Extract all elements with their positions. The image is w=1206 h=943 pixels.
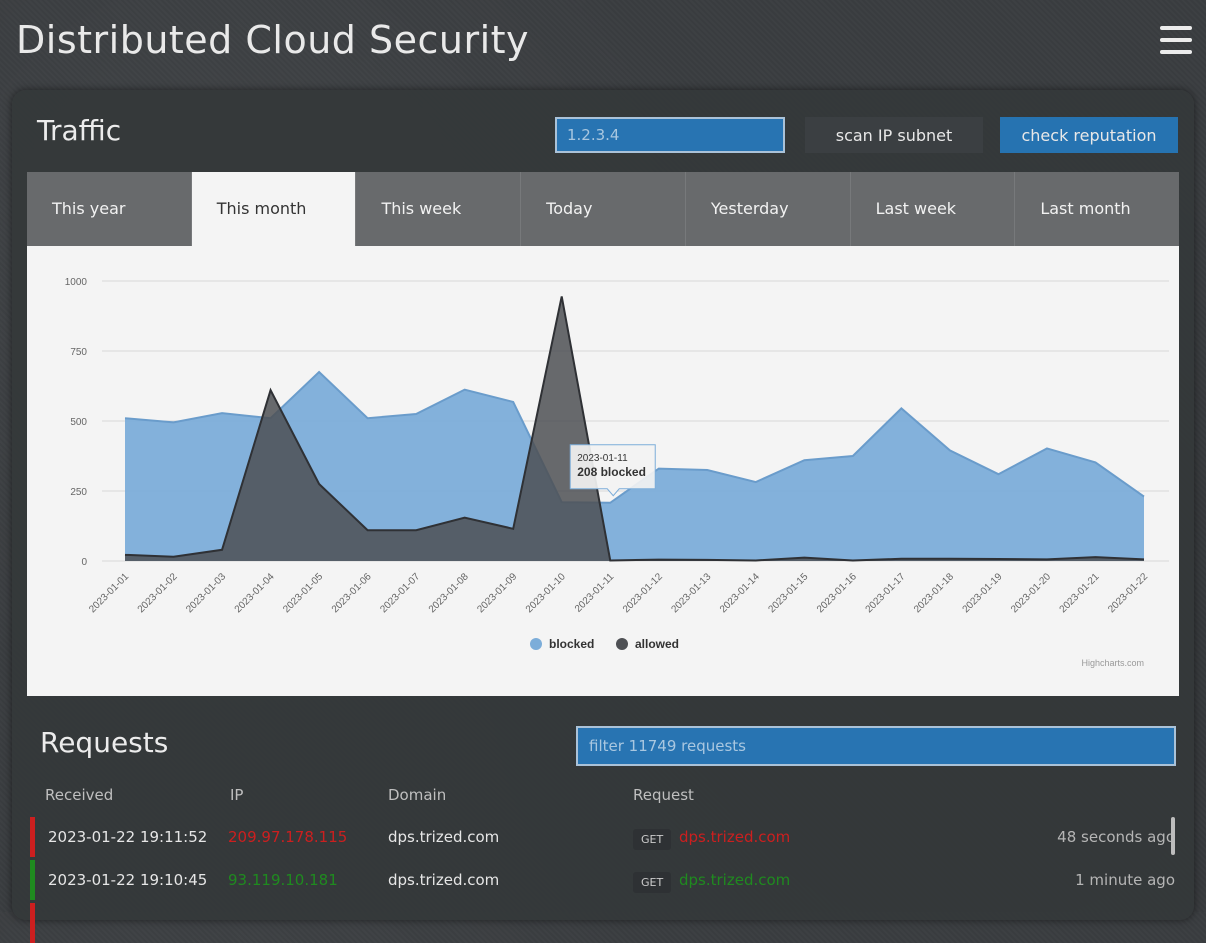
x-tick-label: 2023-01-15 — [767, 571, 811, 615]
chart-credit: Highcharts.com — [1081, 658, 1144, 668]
tab-this-month[interactable]: This month — [192, 172, 357, 246]
filter-requests-input[interactable] — [576, 726, 1176, 766]
x-tick-label: 2023-01-16 — [815, 571, 859, 615]
status-bar — [30, 860, 35, 900]
requests-title: Requests — [40, 726, 168, 759]
domain-cell: dps.trized.com — [388, 828, 499, 846]
x-tick-label: 2023-01-19 — [961, 571, 1005, 615]
x-tick-label: 2023-01-18 — [912, 571, 956, 615]
x-tick-label: 2023-01-12 — [621, 571, 665, 615]
request-url[interactable]: dps.trized.com — [679, 871, 790, 889]
method-badge: GET — [633, 829, 671, 850]
x-tick-label: 2023-01-05 — [281, 571, 325, 615]
x-tick-label: 2023-01-01 — [87, 571, 131, 615]
x-tick-label: 2023-01-10 — [524, 571, 568, 615]
tab-last-month[interactable]: Last month — [1015, 172, 1179, 246]
x-tick-label: 2023-01-11 — [573, 571, 617, 615]
time-ago: 48 seconds ago — [1057, 828, 1175, 846]
domain-cell: dps.trized.com — [388, 871, 499, 889]
tab-this-week[interactable]: This week — [356, 172, 521, 246]
x-tick-label: 2023-01-07 — [378, 571, 422, 615]
time-ago: 1 minute ago — [1075, 871, 1175, 889]
legend-marker-allowed — [616, 638, 628, 650]
app-title: Distributed Cloud Security — [16, 18, 529, 62]
x-tick-label: 2023-01-09 — [475, 571, 519, 615]
legend-label-blocked[interactable]: blocked — [549, 637, 594, 651]
check-reputation-button[interactable]: check reputation — [1000, 117, 1178, 153]
request-url[interactable]: dps.trized.com — [679, 828, 790, 846]
status-bar — [30, 903, 35, 943]
x-tick-label: 2023-01-20 — [1009, 571, 1053, 615]
table-scrollbar[interactable] — [1171, 817, 1175, 855]
ip-cell[interactable]: 209.97.178.115 — [228, 828, 347, 846]
menu-icon[interactable] — [1160, 26, 1192, 58]
x-tick-label: 2023-01-06 — [330, 571, 374, 615]
x-tick-label: 2023-01-02 — [136, 571, 180, 615]
y-tick-label: 0 — [81, 557, 87, 568]
table-row[interactable]: 2023-01-22 19:10:45 93.119.10.181 dps.tr… — [30, 860, 1175, 900]
x-tick-label: 2023-01-21 — [1058, 571, 1102, 615]
y-tick-label: 250 — [70, 487, 87, 498]
x-tick-label: 2023-01-03 — [184, 571, 228, 615]
y-tick-label: 500 — [70, 417, 87, 428]
tab-today[interactable]: Today — [521, 172, 686, 246]
received-cell: 2023-01-22 19:10:45 — [48, 871, 207, 889]
legend-marker-blocked — [530, 638, 542, 650]
x-tick-label: 2023-01-13 — [669, 571, 713, 615]
y-tick-label: 1000 — [65, 277, 88, 288]
x-tick-label: 2023-01-22 — [1106, 571, 1150, 615]
ip-cell[interactable]: 93.119.10.181 — [228, 871, 338, 889]
traffic-title: Traffic — [37, 114, 121, 147]
ip-input[interactable] — [555, 117, 785, 153]
table-row[interactable]: 2023-01-22 19:11:52 209.97.178.115 dps.t… — [30, 817, 1175, 857]
legend-label-allowed[interactable]: allowed — [635, 637, 679, 651]
scan-subnet-button[interactable]: scan IP subnet — [805, 117, 983, 153]
tooltip-value: 208 blocked — [577, 465, 646, 479]
main-panel: Traffic scan IP subnet check reputation … — [12, 90, 1194, 920]
tab-last-week[interactable]: Last week — [851, 172, 1016, 246]
method-badge: GET — [633, 872, 671, 893]
x-tick-label: 2023-01-04 — [233, 571, 277, 615]
x-tick-label: 2023-01-14 — [718, 571, 762, 615]
x-tick-label: 2023-01-08 — [427, 571, 471, 615]
column-header-domain[interactable]: Domain — [388, 786, 446, 804]
column-header-request[interactable]: Request — [633, 786, 694, 804]
tooltip-date: 2023-01-11 — [577, 453, 628, 464]
column-header-ip[interactable]: IP — [230, 786, 243, 804]
tab-this-year[interactable]: This year — [27, 172, 192, 246]
status-bar — [30, 817, 35, 857]
x-tick-label: 2023-01-17 — [864, 571, 908, 615]
table-row-partial[interactable] — [30, 903, 1175, 943]
received-cell: 2023-01-22 19:11:52 — [48, 828, 207, 846]
period-tabs: This year This month This week Today Yes… — [27, 172, 1179, 246]
column-header-received[interactable]: Received — [45, 786, 113, 804]
y-tick-label: 750 — [70, 347, 87, 358]
tab-yesterday[interactable]: Yesterday — [686, 172, 851, 246]
